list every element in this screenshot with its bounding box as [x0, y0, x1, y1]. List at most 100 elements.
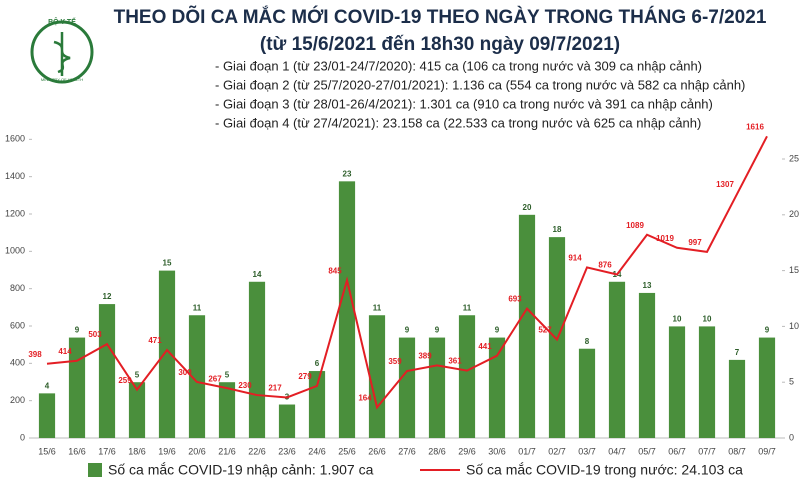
bar-label: 9 — [75, 326, 80, 335]
bar-label: 11 — [193, 303, 202, 312]
x-tick-label: 15/6 — [38, 446, 56, 456]
bar — [758, 337, 776, 438]
y2-tick-label: 0 — [789, 432, 794, 442]
x-tick-label: 07/7 — [698, 446, 716, 456]
bar — [278, 404, 296, 438]
x-tick-label: 29/6 — [458, 446, 476, 456]
x-tick-label: 19/6 — [158, 446, 176, 456]
y-tick-label: 1200 — [5, 208, 25, 218]
x-tick-label: 20/6 — [188, 446, 206, 456]
line-label: 503 — [88, 330, 102, 339]
x-tick-label: 26/6 — [368, 446, 386, 456]
bar — [458, 315, 476, 438]
x-tick-label: 21/6 — [218, 446, 236, 456]
x-tick-label: 04/7 — [608, 446, 626, 456]
x-tick-label: 01/7 — [518, 446, 536, 456]
line-label: 217 — [268, 384, 282, 393]
line-label: 389 — [418, 351, 432, 360]
x-tick-label: 25/6 — [338, 446, 356, 456]
bar-label: 10 — [673, 315, 682, 324]
y-tick-label: 200 — [10, 395, 25, 405]
note: - Giai đoạn 2 (từ 25/7/2020-27/01/2021):… — [215, 77, 745, 92]
line-label: 1616 — [746, 122, 764, 131]
line-label: 1019 — [656, 234, 674, 243]
y2-tick-label: 25 — [789, 153, 799, 163]
bar — [398, 337, 416, 438]
x-tick-label: 05/7 — [638, 446, 656, 456]
bar-label: 18 — [553, 225, 562, 234]
x-tick-label: 16/6 — [68, 446, 86, 456]
bar — [668, 326, 686, 438]
line — [46, 135, 768, 410]
y2-tick-label: 5 — [789, 377, 794, 387]
x-tick-label: 27/6 — [398, 446, 416, 456]
y2-tick-label: 10 — [789, 321, 799, 331]
y-tick-label: 0 — [20, 432, 25, 442]
bar — [248, 281, 266, 438]
bar — [68, 337, 86, 438]
bar — [98, 304, 116, 438]
y-tick-label: 1000 — [5, 246, 25, 256]
x-tick-label: 23/6 — [278, 446, 296, 456]
note: - Giai đoạn 3 (từ 28/01-26/4/2021): 1.30… — [215, 96, 713, 111]
y-tick-label: 600 — [10, 320, 25, 330]
bar-label: 11 — [463, 303, 472, 312]
line-label: 441 — [478, 342, 492, 351]
line-label: 359 — [388, 357, 402, 366]
bar — [578, 348, 596, 438]
y2-tick-label: 20 — [789, 209, 799, 219]
y2-tick-label: 15 — [789, 265, 799, 275]
bar-label: 4 — [45, 381, 50, 390]
line-label: 230 — [238, 381, 252, 390]
line-label: 414 — [58, 347, 72, 356]
y-tick-label: 1400 — [5, 171, 25, 181]
line-label: 693 — [508, 295, 522, 304]
bar — [38, 393, 56, 438]
line-label: 471 — [148, 336, 162, 345]
bar — [128, 382, 146, 438]
bar-label: 15 — [163, 259, 172, 268]
bar-label: 20 — [523, 203, 532, 212]
logo-icon — [53, 32, 71, 76]
bar — [518, 214, 536, 438]
bar-label: 5 — [135, 370, 140, 379]
bar-label: 6 — [315, 359, 320, 368]
line-label: 267 — [208, 374, 222, 383]
x-tick-label: 09/7 — [758, 446, 776, 456]
bar — [638, 292, 656, 438]
logo-text: BỘ Y TẾ — [48, 16, 76, 26]
bar-label: 10 — [703, 315, 712, 324]
x-tick-label: 03/7 — [578, 446, 596, 456]
y-tick-label: 800 — [10, 283, 25, 293]
line-label: 279 — [298, 372, 312, 381]
bar-label: 9 — [765, 326, 770, 335]
line-label: 398 — [28, 350, 42, 359]
bar-label: 9 — [495, 326, 500, 335]
line-label: 997 — [688, 238, 702, 247]
x-tick-label: 06/7 — [668, 446, 686, 456]
x-tick-label: 28/6 — [428, 446, 446, 456]
bar — [158, 270, 176, 438]
x-tick-label: 08/7 — [728, 446, 746, 456]
line-label: 300 — [178, 368, 192, 377]
line-label: 845 — [328, 266, 342, 275]
bar — [728, 359, 746, 438]
note: - Giai đoạn 4 (từ 27/4/2021): 23.158 ca … — [215, 115, 701, 130]
line-label: 164 — [358, 393, 372, 402]
line-label: 1307 — [716, 180, 734, 189]
line-label: 527 — [538, 326, 552, 335]
bar — [338, 181, 356, 439]
x-tick-label: 24/6 — [308, 446, 326, 456]
bar-label: 9 — [435, 326, 440, 335]
legend-label: Số ca mắc COVID-19 nhập cảnh: 1.907 ca — [108, 462, 374, 478]
bar-label: 8 — [585, 337, 590, 346]
x-tick-label: 02/7 — [548, 446, 566, 456]
bar — [218, 382, 236, 438]
bar-label: 5 — [225, 370, 230, 379]
legend-label: Số ca mắc COVID-19 trong nước: 24.103 ca — [466, 462, 743, 478]
line-label: 876 — [598, 261, 612, 270]
bar — [188, 315, 206, 438]
bar-label: 9 — [405, 326, 410, 335]
x-tick-label: 30/6 — [488, 446, 506, 456]
bar — [608, 281, 626, 438]
